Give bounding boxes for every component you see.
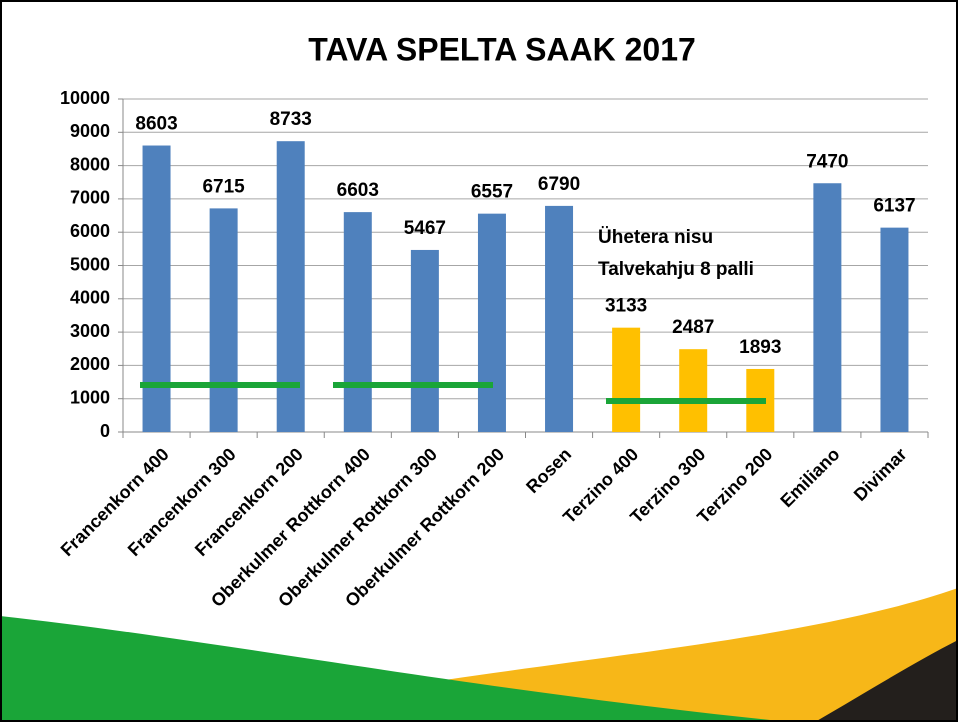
data-label: 5467 [404, 218, 446, 239]
y-tick-label: 5000 [70, 254, 110, 274]
data-label: 1893 [739, 337, 781, 358]
data-label: 3133 [605, 296, 647, 317]
slide: 0 1000 2000 3000 4000 5000 6000 7000 8000 9000 100… [0, 0, 958, 722]
bar [880, 228, 908, 432]
y-tick-label: 7000 [70, 188, 110, 208]
bar [411, 250, 439, 432]
data-label: 6790 [538, 174, 580, 195]
bar [344, 212, 372, 432]
bar [545, 206, 573, 432]
data-label: 8603 [135, 114, 177, 135]
data-label: 6557 [471, 182, 513, 203]
bar [277, 141, 305, 432]
y-tick-label: 10000 [60, 88, 110, 108]
bar [813, 183, 841, 432]
bar [210, 208, 238, 432]
data-label: 6603 [337, 180, 379, 201]
data-label: 2487 [672, 317, 714, 338]
bar [679, 349, 707, 432]
y-tick-label: 2000 [70, 354, 110, 374]
y-tick-label: 8000 [70, 154, 110, 174]
annotation: Talvekahju 8 palli [598, 259, 754, 280]
bar [478, 214, 506, 432]
data-label: 6715 [202, 176, 245, 197]
y-tick-label: 1000 [70, 387, 110, 407]
data-label: 7470 [806, 151, 848, 172]
annotation: Ühetera nisu [598, 227, 713, 248]
bar [612, 328, 640, 432]
y-tick-label: 6000 [70, 221, 110, 241]
y-tick-label: 3000 [70, 321, 110, 341]
y-tick-label: 4000 [70, 288, 110, 308]
data-label: 6137 [873, 196, 915, 217]
chart-title: TAVA SPELTA SAAK 2017 [308, 31, 696, 67]
y-tick-label: 9000 [70, 121, 110, 141]
y-tick-label: 0 [100, 421, 110, 441]
data-label: 8733 [270, 109, 312, 130]
bar [143, 146, 171, 432]
